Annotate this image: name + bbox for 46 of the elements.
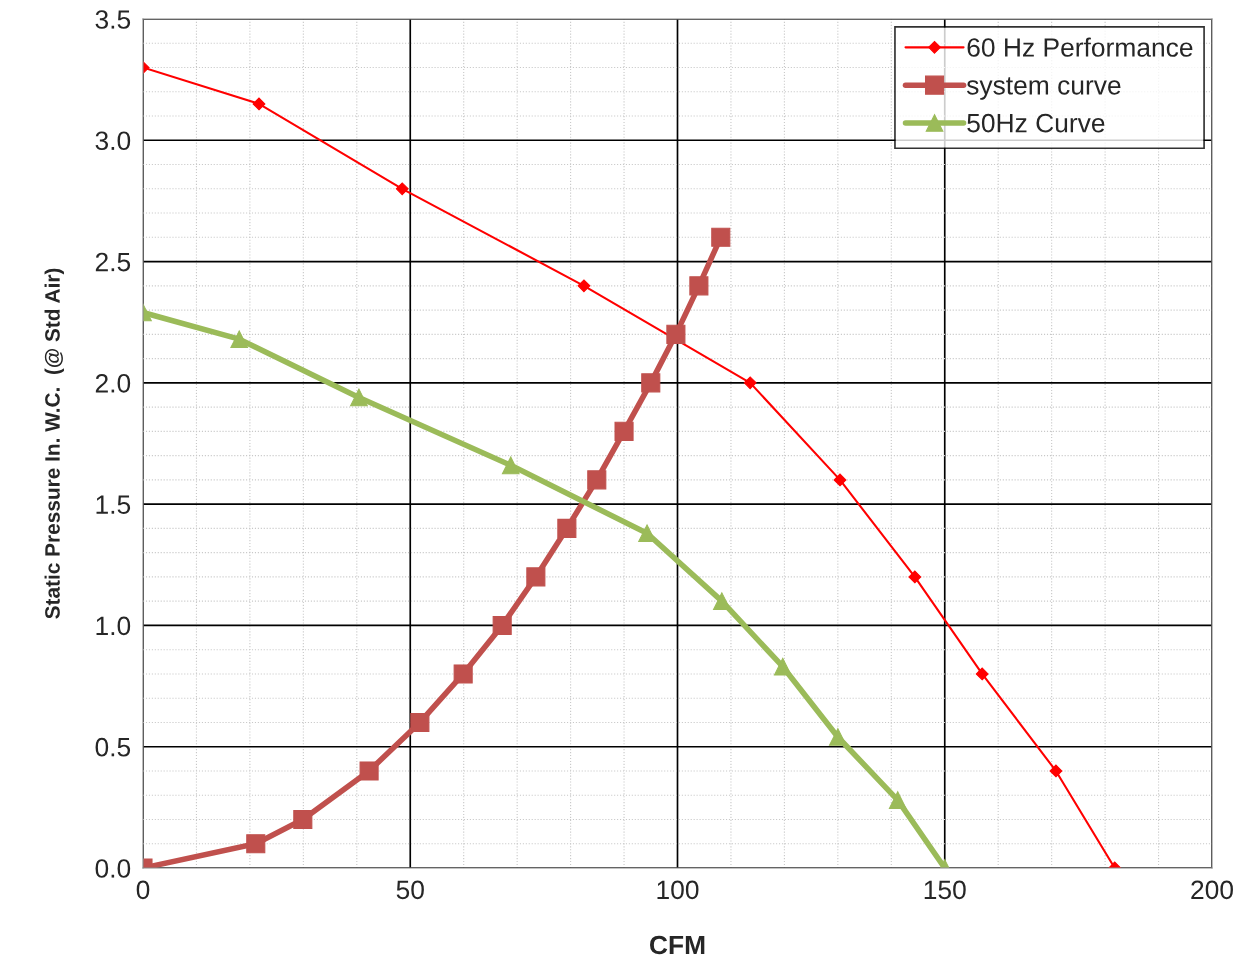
y-tick-label: 3.5 [95,10,131,29]
point [410,712,430,732]
y-tick-label: 3.0 [95,131,131,151]
point [453,664,473,684]
y-tick-label: 0.5 [95,737,131,757]
y-axis-title: Static Pressure In. W.C. (@ Std Air) [44,268,64,619]
point [888,791,907,809]
y-tick-label: 1.0 [96,616,131,636]
point [908,570,922,584]
point [833,473,847,487]
x-tick-label: 50 [396,880,424,900]
y-tick-label: 2.5 [95,252,131,272]
legend-label: 50Hz Curve [967,113,1105,133]
point [350,388,368,407]
point [230,330,249,349]
legend-label: 60 Hz Performance [967,37,1193,57]
point [359,761,379,781]
y-tick-label: 0.0 [95,859,131,878]
point [975,667,989,681]
x-tick-label: 150 [924,880,966,900]
point [246,834,266,854]
point [773,657,792,676]
point [293,809,313,830]
point [641,373,661,393]
point [526,567,546,587]
x-tick-label: 200 [1191,880,1233,900]
point [492,615,512,635]
point [713,592,731,611]
point [666,324,686,344]
point [614,421,634,441]
y-tick-label: 1.5 [96,495,131,514]
x-axis-title: CFM [650,935,705,955]
x-tick-label: 100 [657,880,699,900]
point [395,182,409,196]
point [577,279,591,293]
point [557,518,577,538]
x-tick-label: 0 [136,880,150,900]
point [1049,764,1063,778]
point [587,470,607,490]
point [743,376,757,390]
point [689,276,709,296]
point [252,97,266,111]
y-tick-label: 2.0 [95,373,131,393]
point [501,456,520,475]
point [711,227,731,247]
legend-label: system curve [966,77,1121,100]
